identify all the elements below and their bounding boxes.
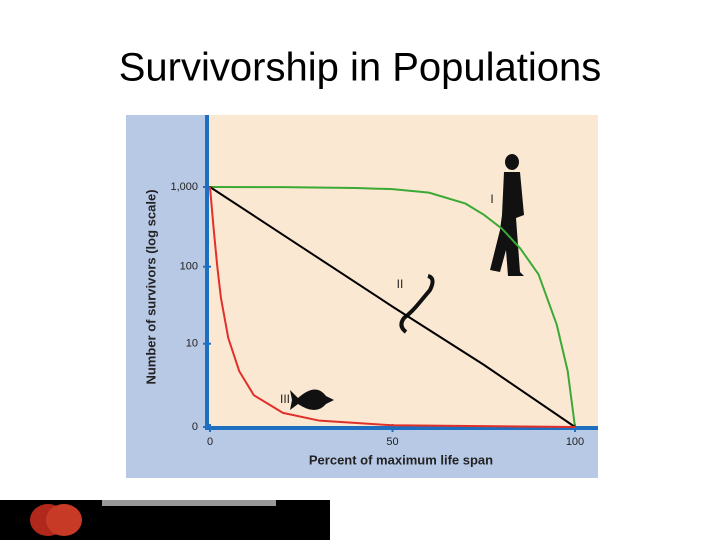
- y-tick-label: 0: [192, 421, 198, 433]
- y-axis-band: [126, 115, 205, 478]
- slide-title: Survivorship in Populations: [119, 46, 601, 90]
- footer-stripe: [102, 500, 276, 506]
- x-tick-label: 0: [207, 436, 213, 448]
- x-tick-label: 100: [566, 436, 584, 448]
- curve-label: II: [397, 277, 404, 291]
- y-tick-label: 10: [186, 338, 198, 350]
- survivorship-curve: [209, 186, 576, 428]
- y-tick-label: 100: [180, 261, 198, 273]
- x-axis-title: Percent of maximum life span: [309, 452, 493, 467]
- x-tick-label: 50: [386, 436, 398, 448]
- y-axis-title: Number of survivors (log scale): [143, 189, 158, 384]
- human-silhouette: [490, 154, 524, 276]
- fish-silhouette: [290, 389, 334, 410]
- y-tick-label: 1,000: [170, 181, 198, 193]
- x-axis-band: [126, 430, 598, 478]
- curve-label: III: [280, 392, 290, 406]
- lizard-silhouette: [399, 274, 435, 334]
- fly-eye-right: [46, 504, 82, 536]
- survivorship-curve: [209, 186, 576, 428]
- survivorship-curve: [209, 186, 576, 428]
- curve-label: I: [490, 192, 493, 206]
